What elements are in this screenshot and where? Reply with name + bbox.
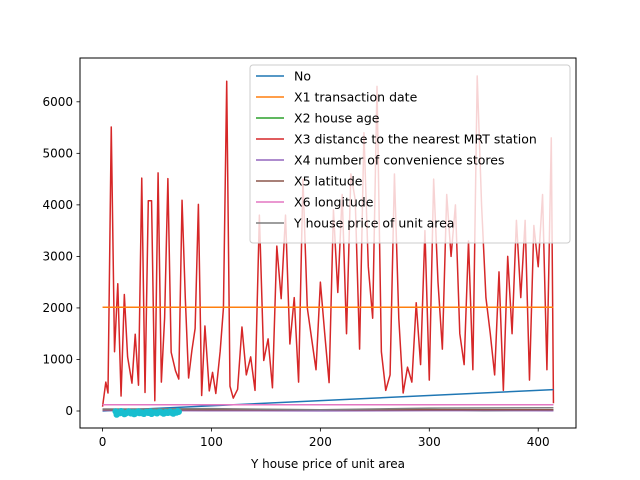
y-tick-label: 6000 (42, 95, 73, 109)
series-line-y-house-price-of-unit-area (102, 407, 554, 411)
x-tick-label: 200 (309, 435, 332, 449)
y-tick-label: 0 (65, 404, 73, 418)
legend-label-y-house-price-of-unit-area: Y house price of unit area (293, 216, 454, 231)
x-axis: 0 100 200 300 400 (99, 428, 550, 449)
y-tick-label: 1000 (42, 352, 73, 366)
x-tick-label: 300 (418, 435, 441, 449)
series-line-no (102, 388, 554, 412)
legend: No X1 transaction date X2 house age X3 dist… (249, 64, 571, 244)
y-tick-label: 2000 (42, 301, 73, 315)
series-layer (101, 75, 555, 418)
legend-label-x1-transaction-date: X1 transaction date (294, 90, 418, 105)
legend-label-x5-latitude: X5 latitude (294, 174, 363, 189)
legend-label-x2-house-age: X2 house age (294, 111, 380, 126)
scatter-point (113, 411, 120, 418)
scatter-point (174, 408, 181, 415)
legend-label-x4-number-of-convenience-stores: X4 number of convenience stores (294, 153, 504, 168)
y-axis: 0 1000 2000 3000 4000 5000 6000 (42, 95, 80, 418)
y-tick-label: 5000 (42, 146, 73, 160)
x-tick-label: 100 (200, 435, 223, 449)
legend-label-x3-distance-to-the-nearest-mrt-station: X3 distance to the nearest MRT station (294, 132, 537, 147)
y-tick-label: 4000 (42, 198, 73, 212)
legend-label-no: No (294, 69, 311, 84)
legend-box (249, 64, 571, 244)
x-tick-label: 0 (99, 435, 107, 449)
x-axis-label: Y house price of unit area (250, 457, 405, 471)
plot-frame (79, 57, 577, 429)
y-tick-label: 3000 (42, 249, 73, 263)
series-line-x3-distance-to-the-nearest-mrt-station (101, 75, 555, 407)
legend-label-x6-longitude: X6 longitude (294, 195, 374, 210)
x-tick-label: 400 (527, 435, 550, 449)
